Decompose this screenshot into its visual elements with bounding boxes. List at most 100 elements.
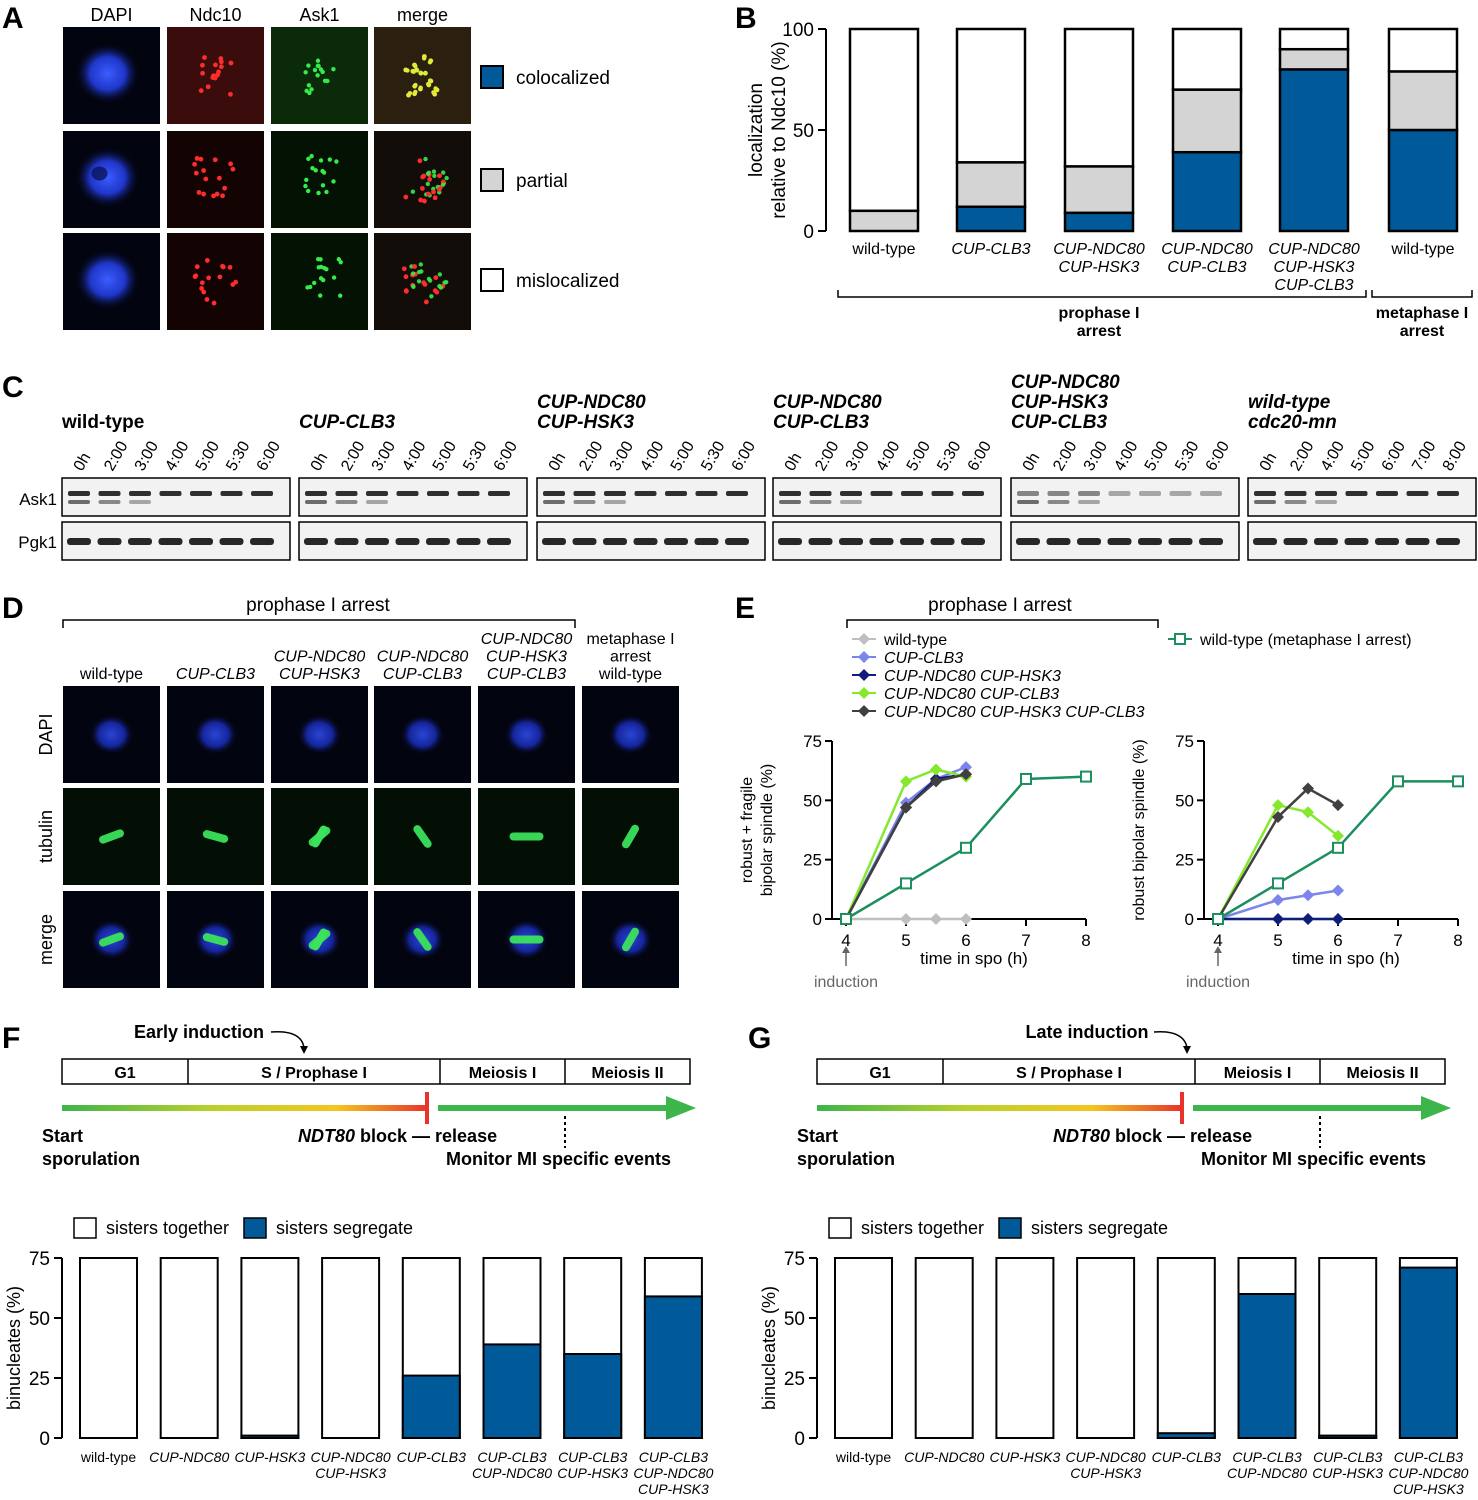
d-row-label-tubulin: tubulin (36, 810, 56, 863)
category-label-8: CUP-NDC80 (1388, 1465, 1468, 1481)
panel-f: F G1 S / Prophase I Meiosis I Meiosis II Ear… (2, 1022, 714, 1497)
a-legend-swatch-partial (480, 168, 504, 192)
bar-frame-4 (1076, 1257, 1136, 1439)
category-label-3: CUP-HSK3 (990, 1449, 1061, 1465)
b-category-label-5: CUP-HSK3 (1274, 259, 1355, 276)
category-label-2: CUP-NDC80 (149, 1449, 229, 1465)
a-micrograph-r2-merge (374, 131, 471, 228)
c-time-label-3-5: 5:00 (668, 438, 698, 474)
a-legend-label-partial: partial (516, 171, 568, 192)
d-column-label-5: CUP-HSK3 (486, 649, 567, 666)
ytick-label-25: 25 (29, 1369, 50, 1390)
ytick-label-75: 75 (803, 732, 822, 751)
legend-label-1: sisters together (861, 1218, 984, 1238)
a-header-ask1: Ask1 (299, 5, 339, 25)
c-blot-pgk1-3 (536, 521, 766, 561)
c-group-title-5: CUP-CLB3 (1011, 412, 1107, 433)
series-5-point-2 (1272, 810, 1284, 823)
b-bar-4-mislocalized (1171, 27, 1243, 91)
legend-label-2: sisters segregate (1031, 1218, 1168, 1238)
c-time-label-1-3: 3:00 (132, 438, 162, 474)
ndt80-block-bar (1180, 1092, 1184, 1124)
series-5-point-4 (960, 768, 972, 781)
y-axis-label: robust bipolar spindle (%) (1131, 739, 1148, 920)
c-blot-pgk1-4 (772, 521, 1002, 561)
d-column-label-4: CUP-NDC80 (377, 649, 469, 666)
bar-frame-1 (79, 1257, 138, 1439)
c-time-label-4-5: 5:00 (904, 438, 934, 474)
c-time-label-6-4: 5:00 (1348, 438, 1378, 474)
b-category-label-4: CUP-CLB3 (1167, 259, 1246, 276)
series-2-point-3 (1302, 889, 1314, 902)
e-legend-marker-1 (858, 633, 870, 645)
category-label-4: CUP-NDC80 (1066, 1449, 1146, 1465)
series-1-point-3 (930, 913, 942, 925)
a-micrograph-r2-dapi (63, 131, 160, 228)
c-time-label-6-2: 2:00 (1287, 438, 1317, 474)
d-column-label-6: arrest (610, 649, 651, 666)
category-label-7: CUP-HSK3 (557, 1465, 628, 1481)
c-blot-ask1-3 (536, 477, 766, 517)
legend-label-2: sisters segregate (276, 1218, 413, 1238)
c-blot-pgk1-6 (1247, 521, 1477, 561)
c-time-label-5-6: 5:30 (1172, 438, 1202, 474)
series-6-point-4 (1392, 775, 1404, 788)
g-timeline: G1 S / Prophase I Meiosis I Meiosis II Late … (797, 1022, 1451, 1239)
b-bar-5-mislocalized (1278, 27, 1350, 51)
series-6-point-4 (1020, 772, 1032, 785)
phase-label-3: Meiosis I (469, 1065, 537, 1082)
bar-7 (563, 1353, 623, 1439)
b-ylabel-line1: localization (746, 83, 767, 177)
ytick-label-25: 25 (803, 851, 822, 870)
bar-3 (240, 1434, 300, 1439)
series-6-point-2 (900, 877, 912, 890)
a-micrograph-r3-dapi (63, 233, 160, 330)
category-label-1: wild-type (80, 1449, 136, 1465)
bar-frame-3 (240, 1257, 300, 1439)
phase-label-3: Meiosis I (1224, 1065, 1292, 1082)
d-micrograph-DAPI-3 (271, 686, 368, 783)
c-time-label-2-7: 6:00 (491, 438, 521, 474)
c-blot-ask1-2 (298, 477, 528, 517)
ytick-label-50: 50 (803, 791, 822, 810)
legend-swatch-2 (998, 1217, 1022, 1239)
bar-6 (482, 1343, 542, 1440)
c-time-label-2-6: 5:30 (460, 438, 490, 474)
phase-label-4: Meiosis II (591, 1065, 663, 1082)
series-6-point-1 (840, 913, 852, 925)
series-3-point-3 (1302, 913, 1314, 925)
series-4-point-3 (930, 763, 942, 776)
a-micrograph-r3-ask1 (271, 233, 368, 330)
b-category-label-3: CUP-NDC80 (1053, 241, 1145, 258)
a-micrograph-r3-ndc10 (167, 233, 264, 330)
b-category-label-4: CUP-NDC80 (1161, 241, 1253, 258)
b-bar-2-colocalized (955, 205, 1027, 233)
d-micrograph-DAPI-2 (167, 686, 264, 783)
c-time-label-6-1: 0h (1257, 450, 1281, 474)
a-header-ndc10: Ndc10 (189, 5, 241, 25)
d-row-label-merge: merge (36, 914, 56, 965)
category-label-1: wild-type (835, 1449, 891, 1465)
series-line-3 (844, 772, 967, 920)
ndt80-block-bar (425, 1092, 429, 1124)
ytick-label-50: 50 (784, 1309, 805, 1330)
start-label-line2: sporulation (42, 1149, 140, 1169)
c-time-label-1-4: 4:00 (162, 438, 192, 474)
c-blot-ask1-4 (772, 477, 1002, 517)
e-legend-label-3: CUP-NDC80 CUP-HSK3 (884, 668, 1061, 685)
gradient-arrow (62, 1105, 428, 1111)
series-5-point-2 (900, 801, 912, 814)
series-5-point-3 (1302, 782, 1314, 795)
panel-label-f: F (2, 1022, 20, 1055)
series-line-4 (1216, 803, 1339, 920)
c-time-label-5-5: 5:00 (1142, 438, 1172, 474)
c-time-label-3-1: 0h (546, 450, 570, 474)
category-label-4: CUP-HSK3 (1070, 1465, 1141, 1481)
b-bar-3-colocalized (1063, 211, 1135, 233)
c-time-label-5-2: 2:00 (1050, 438, 1080, 474)
panel-e: E prophase I arrest wild-typeCUP-CLB3CUP… (735, 592, 1464, 991)
d-micrograph-tubulin-5 (478, 788, 575, 885)
b-category-label-5: CUP-NDC80 (1268, 241, 1360, 258)
e-legend-marker-3 (858, 669, 870, 681)
category-label-8: CUP-NDC80 (633, 1465, 713, 1481)
